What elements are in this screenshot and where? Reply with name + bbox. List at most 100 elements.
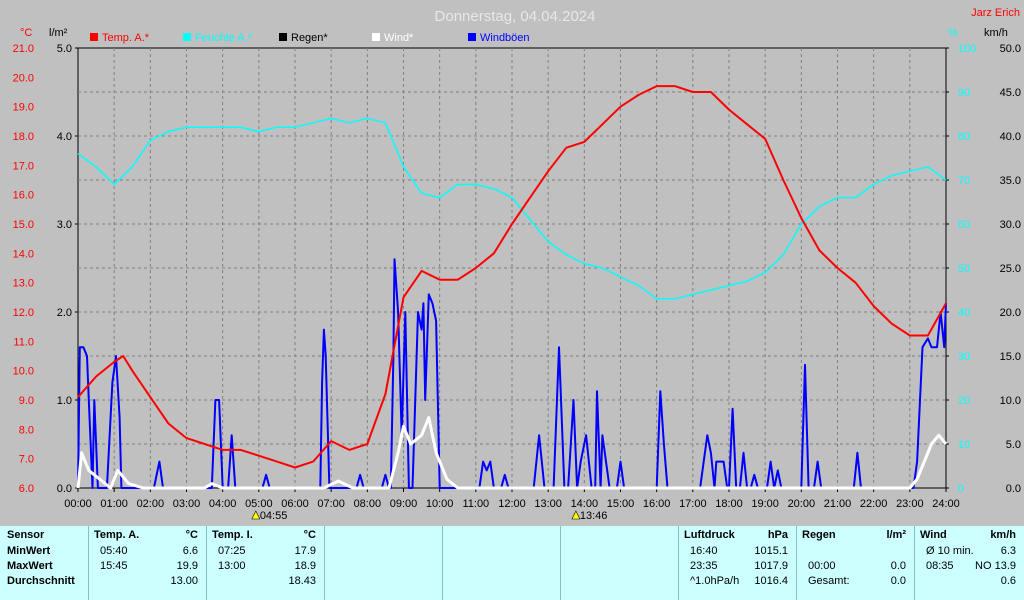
- x-tick-label: 12:00: [498, 498, 526, 510]
- pressure-time: 16:40: [690, 545, 718, 557]
- temp-outside-value: 19.9: [176, 560, 198, 572]
- temp-tick-label: 10.0: [13, 366, 34, 378]
- gusts-line: [77, 258, 947, 489]
- sunrise-time: 04:55: [260, 510, 288, 522]
- pressure-unit: hPa: [767, 529, 788, 541]
- x-tick-label: 23:00: [896, 498, 924, 510]
- legend-swatch: [468, 33, 476, 41]
- wind-value: 6.3: [1000, 545, 1016, 557]
- x-tick-label: 09:00: [390, 498, 418, 510]
- table-divider: [914, 526, 915, 600]
- humidity-tick-label: 30: [958, 351, 970, 363]
- x-tick-label: 19:00: [751, 498, 779, 510]
- rain-tick-label: 2.0: [57, 307, 72, 319]
- pressure-value: 1015.1: [754, 545, 788, 557]
- table-divider: [88, 526, 89, 600]
- wind-unit: km/h: [990, 529, 1016, 541]
- legend-swatch: [279, 33, 287, 41]
- wind-tick-label: 25.0: [1000, 263, 1021, 275]
- temp-tick-label: 19.0: [13, 102, 34, 114]
- legend-swatch: [372, 33, 380, 41]
- temp-tick-label: 14.0: [13, 248, 34, 260]
- humidity-tick-label: 50: [958, 263, 970, 275]
- wind-tick-label: 0.0: [1006, 483, 1021, 495]
- wind-tick-label: 15.0: [1000, 351, 1021, 363]
- pressure-header: Luftdruck: [684, 529, 735, 541]
- temp-inside-header: Temp. I.: [212, 529, 253, 541]
- temp-tick-label: 20.0: [13, 72, 34, 84]
- sun-markers: 04:55 13:46: [251, 510, 608, 522]
- humidity-tick-label: 20: [958, 395, 970, 407]
- table-divider: [560, 526, 561, 600]
- x-tick-labels: 00:00 01:00 02:00 03:00 04:00 05:00 06:00 07:00…: [64, 488, 960, 510]
- temp-tick-label: 16.0: [13, 190, 34, 202]
- x-tick-label: 02:00: [137, 498, 165, 510]
- rain-value: 0.0: [890, 575, 906, 587]
- author-label: Jarz Erich: [971, 7, 1020, 19]
- temp-inside-time: 13:00: [218, 560, 246, 572]
- x-tick-label: 07:00: [317, 498, 345, 510]
- rain-value: 0.0: [890, 560, 906, 572]
- wind-tick-label: 10.0: [1000, 395, 1021, 407]
- pressure-value: 1016.4: [754, 575, 788, 587]
- humidity-tick-label: 40: [958, 307, 970, 319]
- wind-value: NO 13.9: [975, 560, 1016, 572]
- temp-outside-unit: °C: [185, 529, 198, 541]
- wind-tick-label: 40.0: [1000, 131, 1021, 143]
- rain-unit: l/m²: [886, 529, 906, 541]
- x-tick-label: 06:00: [281, 498, 309, 510]
- sensor-row-label: MinWert: [7, 545, 51, 557]
- temp-inside-time: 07:25: [218, 545, 246, 557]
- humidity-tick-label: 80: [958, 131, 970, 143]
- temp-tick-label: 21.0: [13, 43, 34, 55]
- pressure-time: ^1.0hPa/h: [690, 575, 740, 587]
- x-tick-label: 15:00: [607, 498, 635, 510]
- sensor-row-label: MaxWert: [7, 560, 53, 572]
- x-tick-label: 11:00: [462, 498, 489, 510]
- humidity-tick-label: 90: [958, 87, 970, 99]
- table-divider: [796, 526, 797, 600]
- sunset-time: 13:46: [580, 510, 608, 522]
- wind-time: 08:35: [926, 560, 954, 572]
- x-tick-label: 03:00: [173, 498, 201, 510]
- table-divider: [678, 526, 679, 600]
- sunset-icon: [571, 510, 581, 520]
- temp-outside-time: 15:45: [100, 560, 128, 572]
- temperature-line: [77, 85, 947, 469]
- x-tick-label: 17:00: [679, 498, 707, 510]
- table-divider: [442, 526, 443, 600]
- pressure-time: 23:35: [690, 560, 718, 572]
- temp-tick-label: 6.0: [19, 483, 34, 495]
- sensor-row-label: Durchschnitt: [7, 575, 75, 587]
- table-divider: [206, 526, 207, 600]
- x-tick-label: 00:00: [64, 498, 92, 510]
- temp-tick-label: 12.0: [13, 307, 34, 319]
- wind-tick-label: 30.0: [1000, 219, 1021, 231]
- x-tick-label: 04:00: [209, 498, 237, 510]
- temp-inside-value: 18.43: [288, 575, 316, 587]
- weather-chart: Donnerstag, 04.04.2024 Jarz Erich °C l/m…: [13, 7, 1021, 522]
- rain-tick-label: 0.0: [57, 483, 72, 495]
- wind-header: Wind: [920, 529, 947, 541]
- wind-tick-label: 35.0: [1000, 175, 1021, 187]
- legend-swatch: [90, 33, 98, 41]
- wind-axis-unit: km/h: [984, 27, 1008, 39]
- temp-outside-time: 05:40: [100, 545, 128, 557]
- x-tick-label: 16:00: [643, 498, 671, 510]
- temp-outside-value: 6.6: [182, 545, 198, 557]
- x-tick-label: 13:00: [534, 498, 562, 510]
- rain-tick-label: 5.0: [57, 43, 72, 55]
- y-tick-labels: 6.0 7.0 8.0 9.0 10.0 11.0 12.0 13.0 14.0 15.0 16.0…: [13, 43, 1021, 495]
- rain-header: Regen: [802, 529, 836, 541]
- wind-tick-label: 45.0: [1000, 87, 1021, 99]
- temp-inside-value: 17.9: [294, 545, 316, 557]
- humidity-tick-label: 100: [958, 43, 976, 55]
- x-tick-label: 22:00: [860, 498, 888, 510]
- humidity-axis-unit: %: [948, 27, 958, 39]
- legend-label: Windböen: [480, 32, 530, 44]
- chart-title: Donnerstag, 04.04.2024: [435, 8, 596, 25]
- legend-swatch: [183, 33, 191, 41]
- grid-lines: [78, 48, 946, 488]
- temp-tick-label: 15.0: [13, 219, 34, 231]
- wind-tick-label: 5.0: [1006, 439, 1021, 451]
